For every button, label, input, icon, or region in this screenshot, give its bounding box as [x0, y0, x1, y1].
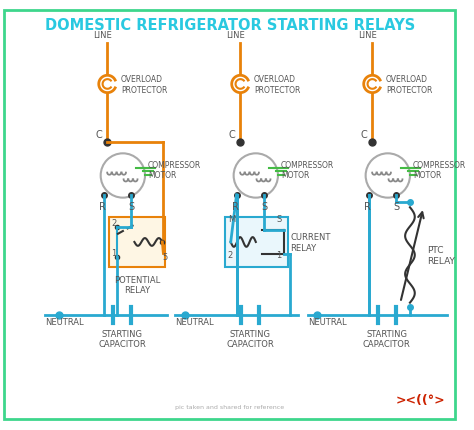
Text: S: S	[128, 201, 135, 211]
Text: M: M	[228, 214, 235, 223]
Text: CURRENT
RELAY: CURRENT RELAY	[291, 233, 331, 252]
Text: S: S	[261, 201, 267, 211]
Text: 5: 5	[163, 253, 168, 262]
Text: 1: 1	[111, 249, 117, 258]
Text: DOMESTIC REFRIGERATOR STARTING RELAYS: DOMESTIC REFRIGERATOR STARTING RELAYS	[45, 18, 415, 33]
Text: 1: 1	[276, 251, 281, 260]
Text: LINE: LINE	[358, 31, 377, 40]
Text: NEUTRAL: NEUTRAL	[308, 317, 346, 326]
Text: OVERLOAD
PROTECTOR: OVERLOAD PROTECTOR	[386, 75, 432, 95]
Text: 2: 2	[228, 251, 233, 260]
Text: C: C	[361, 129, 367, 140]
Text: NEUTRAL: NEUTRAL	[45, 317, 83, 326]
Text: COMPRESSOR
MOTOR: COMPRESSOR MOTOR	[281, 161, 334, 180]
Text: pic taken and shared for reference: pic taken and shared for reference	[175, 404, 284, 409]
Text: R: R	[232, 201, 239, 211]
Text: OVERLOAD
PROTECTOR: OVERLOAD PROTECTOR	[254, 75, 300, 95]
Text: STARTING
CAPACITOR: STARTING CAPACITOR	[226, 329, 274, 348]
Text: C: C	[229, 129, 236, 140]
Text: S: S	[393, 201, 400, 211]
Text: ><((°>: ><((°>	[396, 393, 446, 406]
Bar	[109, 218, 165, 267]
Text: POTENTIAL
RELAY: POTENTIAL RELAY	[114, 275, 160, 295]
Text: COMPRESSOR
MOTOR: COMPRESSOR MOTOR	[148, 161, 201, 180]
Text: LINE: LINE	[93, 31, 112, 40]
Text: R: R	[364, 201, 371, 211]
Text: C: C	[96, 129, 102, 140]
Text: LINE: LINE	[226, 31, 245, 40]
FancyBboxPatch shape	[4, 11, 455, 419]
Text: S: S	[276, 214, 281, 223]
Bar	[225, 218, 288, 267]
Text: COMPRESSOR
MOTOR: COMPRESSOR MOTOR	[413, 161, 466, 180]
Text: STARTING
CAPACITOR: STARTING CAPACITOR	[98, 329, 146, 348]
Text: NEUTRAL: NEUTRAL	[175, 317, 213, 326]
Text: OVERLOAD
PROTECTOR: OVERLOAD PROTECTOR	[121, 75, 167, 95]
Text: PTC
RELAY: PTC RELAY	[427, 246, 455, 265]
Text: 2: 2	[111, 218, 117, 227]
Text: R: R	[99, 201, 106, 211]
Text: STARTING
CAPACITOR: STARTING CAPACITOR	[363, 329, 410, 348]
